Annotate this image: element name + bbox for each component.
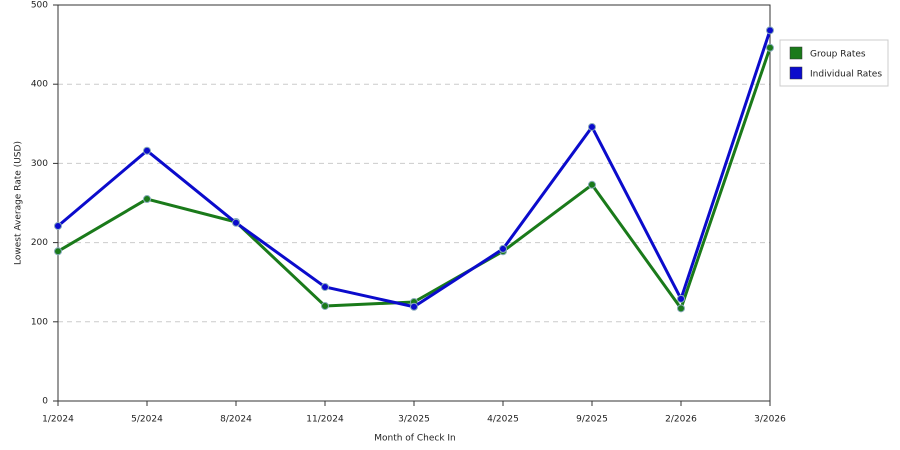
x-axis-label: Month of Check In: [374, 434, 456, 444]
y-tick-label: 300: [31, 159, 48, 169]
x-tick-label: 3/2025: [398, 415, 430, 425]
point: [677, 294, 685, 303]
legend-label: Group Rates: [810, 50, 866, 60]
point: [499, 244, 507, 253]
point: [588, 122, 596, 131]
x-tick-label: 3/2026: [754, 415, 786, 425]
point: [321, 282, 329, 291]
point: [677, 304, 685, 313]
legend-label: Individual Rates: [810, 70, 882, 80]
point: [143, 195, 151, 204]
legend-swatch: [789, 66, 803, 80]
point: [321, 301, 329, 310]
x-tick-label: 4/2025: [487, 415, 519, 425]
y-tick-label: 0: [42, 397, 48, 407]
legend-swatch: [789, 46, 803, 60]
y-tick-label: 400: [31, 80, 48, 90]
point: [588, 180, 596, 189]
x-tick-label: 1/2024: [42, 415, 74, 425]
series-line: [57, 47, 772, 310]
point: [54, 247, 62, 256]
x-tick-label: 8/2024: [220, 415, 252, 425]
legend: Group Rates Individual Rates: [779, 39, 889, 87]
point: [766, 26, 774, 35]
series-line: [57, 29, 772, 309]
point: [143, 146, 151, 155]
point: [766, 43, 774, 52]
x-tick-label: 2/2026: [665, 415, 697, 425]
point: [54, 221, 62, 230]
point: [232, 218, 240, 227]
point: [410, 302, 418, 311]
x-tick-label: 5/2024: [131, 415, 163, 425]
y-tick-label: 100: [31, 317, 48, 327]
y-tick-label: 200: [31, 238, 48, 248]
x-tick-label: 11/2024: [306, 415, 344, 425]
y-tick-label: 500: [31, 1, 48, 11]
x-tick-label: 9/2025: [576, 415, 608, 425]
y-axis-label: Lowest Average Rate (USD): [14, 141, 24, 265]
